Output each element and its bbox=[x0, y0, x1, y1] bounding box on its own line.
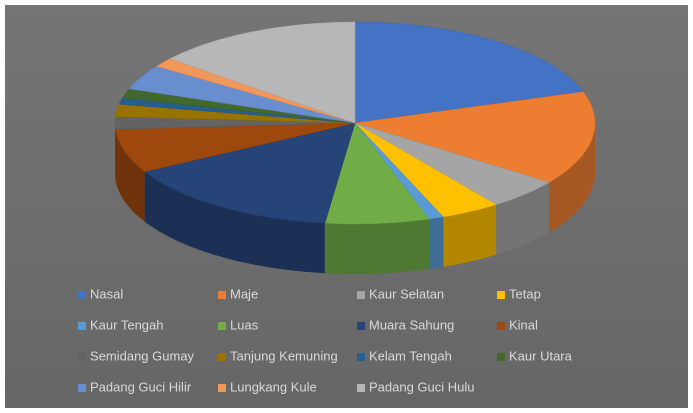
slice-side bbox=[443, 204, 497, 267]
legend-swatch bbox=[357, 353, 365, 361]
legend-swatch bbox=[78, 291, 86, 299]
legend-label: Padang Guci Hulu bbox=[369, 379, 475, 394]
slice bbox=[354, 122, 550, 205]
legend-swatch bbox=[497, 322, 505, 330]
slice bbox=[155, 58, 356, 124]
legend-label: Kinal bbox=[509, 317, 538, 332]
legend-label: Kaur Selatan bbox=[369, 286, 444, 301]
slice bbox=[354, 91, 596, 183]
slice-side bbox=[429, 216, 444, 270]
legend-label: Nasal bbox=[90, 286, 123, 301]
slice bbox=[354, 122, 497, 218]
legend-label: Kelam Tengah bbox=[369, 348, 452, 363]
slice-side bbox=[144, 171, 325, 274]
legend-label: Tanjung Kemuning bbox=[230, 348, 338, 363]
legend-swatch bbox=[78, 384, 86, 392]
slice bbox=[144, 122, 356, 224]
legend-label: Lungkang Kule bbox=[230, 379, 317, 394]
legend-label: Padang Guci Hilir bbox=[90, 379, 192, 394]
legend-label: Tetap bbox=[509, 286, 541, 301]
slice-side bbox=[115, 123, 116, 180]
slice-side bbox=[115, 129, 145, 222]
slice bbox=[169, 21, 356, 124]
legend-swatch bbox=[78, 353, 86, 361]
legend-label: Semidang Gumay bbox=[90, 348, 195, 363]
legend-label: Kaur Tengah bbox=[90, 317, 164, 332]
slice-side bbox=[549, 123, 595, 233]
legend-label: Kaur Utara bbox=[509, 348, 573, 363]
slice bbox=[354, 21, 584, 124]
legend-swatch bbox=[218, 291, 226, 299]
legend-swatch bbox=[218, 322, 226, 330]
slice bbox=[115, 122, 356, 172]
legend-swatch bbox=[357, 291, 365, 299]
slice bbox=[114, 116, 356, 130]
legend-swatch bbox=[357, 322, 365, 330]
slice bbox=[128, 65, 356, 124]
slice-side bbox=[324, 219, 430, 274]
slice bbox=[122, 88, 356, 124]
legend-label: Luas bbox=[230, 317, 259, 332]
legend-swatch bbox=[218, 353, 226, 361]
legend-swatch bbox=[357, 384, 365, 392]
legend-label: Maje bbox=[230, 286, 258, 301]
legend-swatch bbox=[218, 384, 226, 392]
slice bbox=[324, 122, 430, 225]
legend-swatch bbox=[78, 322, 86, 330]
legend-swatch bbox=[497, 291, 505, 299]
legend-swatch bbox=[497, 353, 505, 361]
legend-label: Muara Sahung bbox=[369, 317, 454, 332]
